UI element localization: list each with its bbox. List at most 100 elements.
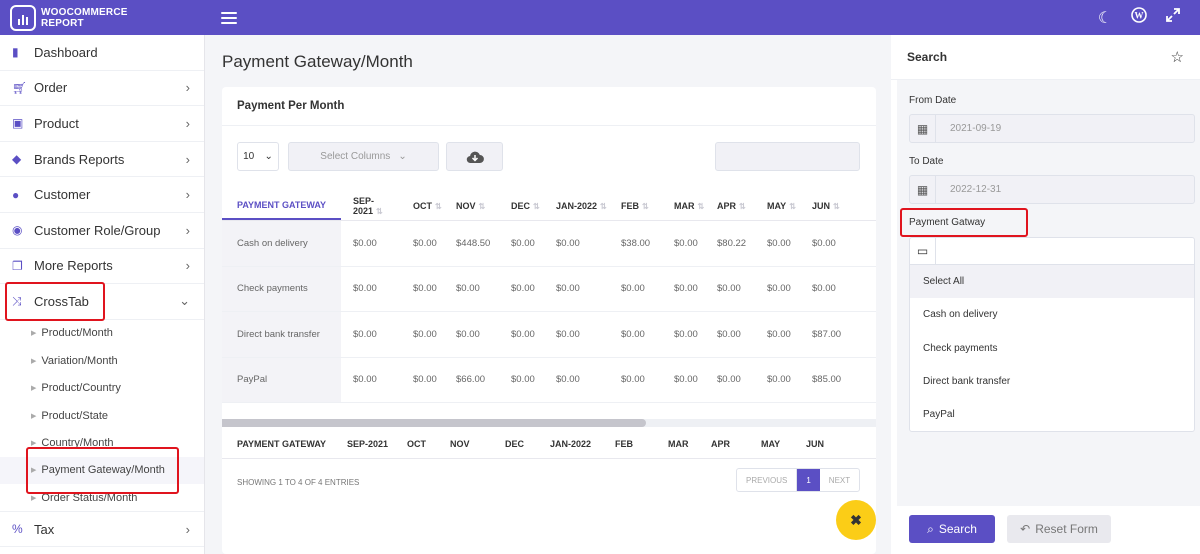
table-search-input[interactable] bbox=[715, 142, 860, 171]
user-circle-icon: ◉ bbox=[12, 223, 23, 238]
amount-cell: $0.00 bbox=[511, 328, 535, 340]
amount-cell: $0.00 bbox=[353, 237, 377, 249]
sidebar-item-more-reports[interactable]: ❐ More Reports › bbox=[0, 249, 204, 285]
sidebar-item-customer-role-group[interactable]: ◉ Customer Role/Group › bbox=[0, 213, 204, 249]
sidebar-item-order[interactable]: 🛒︎ Order › bbox=[0, 71, 204, 107]
table-header-row: PAYMENT GATEWAY SEP-2021 ⇅ OCT ⇅ NOV ⇅ DEC ⇅ JAN-… bbox=[222, 191, 876, 221]
amount-cell: $0.00 bbox=[674, 328, 698, 340]
sidebar-subitem-variation-month[interactable]: ▶ Variation/Month bbox=[31, 354, 118, 367]
sidebar-subitem-country-month[interactable]: ▶ Country/Month bbox=[31, 437, 114, 449]
wordpress-icon[interactable]: W bbox=[1130, 7, 1148, 28]
amount-cell: $0.00 bbox=[511, 237, 535, 249]
close-fab-button[interactable]: ✖ bbox=[836, 500, 876, 540]
sort-icon: ⇅ bbox=[697, 201, 705, 211]
to-date-input[interactable]: ▦ 2022-12-31 bbox=[909, 175, 1195, 204]
sidebar-item-dashboard[interactable]: ▮ Dashboard bbox=[0, 35, 204, 71]
menu-icon[interactable] bbox=[221, 11, 237, 24]
payment-gateway-dropdown[interactable]: ▭ Select All Cash on delivery Check paym… bbox=[909, 237, 1195, 433]
horizontal-scrollbar[interactable] bbox=[222, 419, 876, 427]
app-logo[interactable]: WOOCOMMERCE REPORT bbox=[0, 4, 205, 31]
caret-right-icon: ▶ bbox=[31, 467, 37, 475]
column-header[interactable]: FEB ⇅ bbox=[621, 200, 649, 211]
highlight-payment-gateway-label bbox=[900, 208, 1028, 237]
search-icon: ⌕ bbox=[927, 521, 934, 536]
amount-cell: $0.00 bbox=[413, 283, 437, 295]
moon-icon[interactable]: ☾ bbox=[1097, 9, 1113, 27]
option-paypal[interactable]: PayPal bbox=[923, 409, 955, 421]
chevron-right-icon: › bbox=[185, 258, 190, 274]
from-date-label: From Date bbox=[909, 95, 957, 106]
amount-cell: $0.00 bbox=[456, 283, 480, 295]
shuffle-icon: ⤨ bbox=[12, 293, 22, 308]
bookmark-icon: ▮ bbox=[12, 45, 19, 60]
caret-right-icon: ▶ bbox=[31, 494, 37, 502]
sort-icon: ⇅ bbox=[833, 201, 840, 211]
column-header[interactable]: OCT ⇅ bbox=[413, 200, 442, 211]
download-button[interactable] bbox=[446, 142, 503, 171]
calendar-icon: ▦ bbox=[910, 176, 936, 203]
next-button[interactable]: NEXT bbox=[828, 475, 851, 485]
sidebar-subitem-product-month[interactable]: ▶ Product/Month bbox=[31, 327, 113, 340]
page-1-button[interactable]: 1 bbox=[797, 469, 820, 491]
option-select-all[interactable]: Select All bbox=[910, 265, 1194, 299]
search-button[interactable]: ⌕ Search bbox=[909, 515, 995, 543]
sidebar-item-customer[interactable]: ● Customer › bbox=[0, 177, 204, 213]
amount-cell: $0.00 bbox=[621, 374, 645, 386]
column-header[interactable]: PAYMENT GATEWAY bbox=[222, 191, 341, 220]
page-length-select[interactable]: 10 ⌄ bbox=[237, 142, 279, 171]
highlight-payment-gateway-month bbox=[26, 447, 179, 494]
highlight-crosstab bbox=[5, 282, 105, 321]
option-direct-bank-transfer[interactable]: Direct bank transfer bbox=[923, 376, 1011, 388]
table-row: Cash on delivery $0.00 $0.00 $448.50 $0.00 $0… bbox=[222, 221, 876, 267]
gateway-name-cell: PayPal bbox=[222, 357, 341, 402]
tag-icon: ◆ bbox=[12, 152, 22, 167]
amount-cell: $0.00 bbox=[353, 374, 377, 386]
column-header[interactable]: MAR ⇅ bbox=[674, 200, 705, 211]
amount-cell: $0.00 bbox=[621, 283, 645, 295]
sidebar-item-tax[interactable]: % Tax › bbox=[0, 511, 204, 548]
column-header[interactable]: SEP-2021 ⇅ bbox=[353, 195, 383, 216]
star-icon[interactable]: ☆ bbox=[1170, 49, 1184, 66]
sort-icon: ⇅ bbox=[600, 201, 607, 211]
table-row: PayPal $0.00 $0.00 $66.00 $0.00 $0.00 $0.00 $0.… bbox=[222, 357, 876, 403]
amount-cell: $0.00 bbox=[717, 283, 741, 295]
caret-right-icon: ▶ bbox=[31, 385, 37, 393]
amount-cell: $0.00 bbox=[717, 374, 741, 386]
sidebar-item-product[interactable]: ▣ Product › bbox=[0, 106, 204, 142]
caret-right-icon: ▶ bbox=[31, 330, 37, 338]
sidebar-item-brands-reports[interactable]: ◆ Brands Reports › bbox=[0, 142, 204, 178]
from-date-input[interactable]: ▦ 2021-09-19 bbox=[909, 114, 1195, 143]
reset-form-button[interactable]: ↶ Reset Form bbox=[1007, 515, 1111, 543]
column-header[interactable]: APR ⇅ bbox=[717, 200, 746, 211]
undo-icon: ↶ bbox=[1020, 522, 1031, 536]
amount-cell: $0.00 bbox=[767, 374, 791, 386]
amount-cell: $0.00 bbox=[767, 283, 791, 295]
sidebar-subitem-product-country[interactable]: ▶ Product/Country bbox=[31, 382, 121, 395]
option-cash-on-delivery[interactable]: Cash on delivery bbox=[923, 309, 998, 321]
caret-right-icon: ▶ bbox=[31, 440, 37, 447]
sidebar-subitem-payment-gateway-month[interactable]: ▶ Payment Gateway/Month bbox=[0, 456, 204, 485]
sidebar-subitem-product-state[interactable]: ▶ Product/State bbox=[31, 409, 109, 422]
previous-button[interactable]: PREVIOUS bbox=[737, 469, 798, 491]
gateway-name-cell: Direct bank transfer bbox=[222, 312, 341, 357]
column-header[interactable]: JAN-2022 ⇅ bbox=[556, 200, 607, 211]
option-check-payments[interactable]: Check payments bbox=[923, 342, 998, 354]
sidebar-subitem-order-status-month[interactable]: ▶ Order Status/Month bbox=[31, 491, 138, 504]
chart-logo-icon bbox=[10, 4, 36, 31]
amount-cell: $66.00 bbox=[456, 374, 486, 386]
column-header[interactable]: MAY ⇅ bbox=[767, 200, 796, 211]
amount-cell: $448.50 bbox=[456, 237, 491, 249]
user-icon: ● bbox=[12, 187, 20, 202]
column-header[interactable]: JUN ⇅ bbox=[812, 200, 840, 211]
expand-icon[interactable] bbox=[1164, 8, 1182, 27]
footer-column-label: APR bbox=[711, 438, 731, 449]
select-columns-dropdown[interactable]: Select Columns ⌄ bbox=[288, 142, 439, 171]
amount-cell: $0.00 bbox=[413, 237, 437, 249]
column-header[interactable]: NOV ⇅ bbox=[456, 200, 486, 211]
chevron-down-icon: ⌄ bbox=[398, 151, 407, 162]
page-title: Payment Gateway/Month bbox=[222, 52, 413, 71]
column-header[interactable]: DEC ⇅ bbox=[511, 200, 540, 211]
sort-icon: ⇅ bbox=[789, 201, 796, 211]
amount-cell: $0.00 bbox=[353, 328, 377, 340]
copy-icon: ❐ bbox=[12, 258, 23, 273]
